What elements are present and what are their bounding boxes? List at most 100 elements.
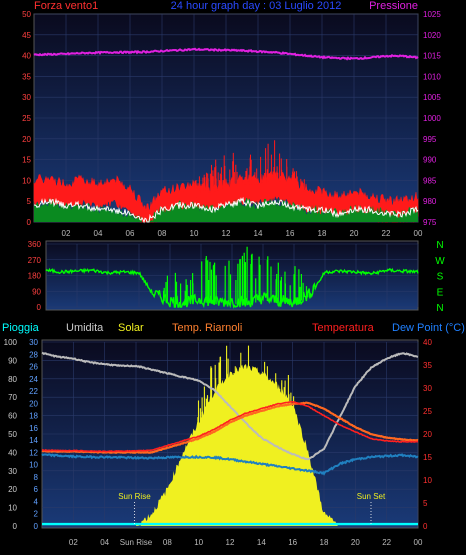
temperature-label: Temperatura	[312, 322, 375, 334]
humidity-tick-label: 90	[8, 356, 17, 365]
pressure-right-tick-label: 995	[423, 135, 437, 144]
pressure-right-tick-label: 1010	[423, 72, 441, 81]
humidity-tick-label: 50	[8, 430, 17, 439]
wind-left-tick-label: 40	[22, 52, 31, 61]
wind-left-label: Forza vento1	[34, 0, 98, 12]
wind-x-ticks: 02 04 06 08 10 12 14 16 18 20 22 00	[62, 229, 423, 238]
compass-label: N	[436, 240, 443, 251]
solar-tick-label: 26	[29, 363, 38, 372]
temperature-tick-label: 35	[423, 361, 432, 370]
temperature-line	[42, 400, 419, 453]
solar-tick-label: 2	[34, 510, 39, 519]
pressure-right-tick-label: 1015	[423, 52, 441, 61]
rain-label: Pioggia	[2, 322, 40, 334]
humidity-tick-label: 10	[8, 504, 17, 513]
wind-x-tick-label: 00	[414, 229, 423, 238]
temperature-tick-label: 5	[423, 499, 428, 508]
humidity-tick-label: 70	[8, 393, 17, 402]
heat-index-line	[41, 401, 419, 454]
wind-series	[33, 47, 419, 224]
temperature-x-tick-label: 10	[194, 538, 203, 547]
wind-left-tick-label: 50	[22, 10, 31, 19]
sun-event-label: Sun Rise	[118, 492, 151, 501]
solar-tick-label: 10	[29, 461, 38, 470]
compass-label: S	[437, 272, 444, 283]
wind-x-tick-label: 04	[94, 229, 103, 238]
wind-x-tick-label: 02	[62, 229, 71, 238]
compass-label: N	[436, 303, 443, 314]
pressure-right-tick-label: 1005	[423, 93, 441, 102]
wind-x-tick-label: 18	[318, 229, 327, 238]
temperature-tick-label: 40	[423, 338, 432, 347]
humidity-tick-label: 40	[8, 448, 17, 457]
pressure-right-tick-label: 985	[423, 176, 437, 185]
wind-x-tick-label: 12	[222, 229, 231, 238]
temperature-x-tick-label: Sun Rise	[120, 538, 153, 547]
direction-left-ticks: 360 270 180 90 0	[28, 240, 42, 312]
wind-x-tick-label: 16	[286, 229, 295, 238]
pressure-right-ticks: 1025 1020 1015 1010 1005 1000 995 990 985 980 975	[423, 10, 441, 227]
humidity-tick-label: 80	[8, 375, 17, 384]
wind-left-tick-label: 30	[22, 93, 31, 102]
solar-tick-label: 30	[29, 338, 38, 347]
temperature-x-tick-label: 22	[382, 538, 391, 547]
solar-tick-label: 8	[34, 473, 39, 482]
temperature-tick-label: 20	[423, 430, 432, 439]
temperature-x-ticks: 02 04 Sun Rise 08 10 12 14 16 18 20 22 00	[69, 538, 423, 547]
humidity-tick-label: 60	[8, 412, 17, 421]
direction-grid	[46, 243, 419, 308]
direction-line	[45, 267, 419, 309]
solar-tick-label: 4	[34, 497, 39, 506]
direction-tick-label: 360	[28, 240, 42, 249]
solar-tick-label: 28	[29, 350, 38, 359]
pressure-right-label: Pressione	[369, 0, 418, 12]
solar-tick-label: 24	[29, 375, 38, 384]
wind-left-tick-label: 0	[27, 218, 32, 227]
wind-x-tick-label: 20	[350, 229, 359, 238]
humidity-line	[41, 351, 419, 461]
wind-x-tick-label: 22	[382, 229, 391, 238]
wind-left-tick-label: 20	[22, 135, 31, 144]
temperature-x-tick-label: 08	[163, 538, 172, 547]
sun-annotations: Sun Rise Sun Set	[118, 492, 386, 526]
humidity-tick-label: 100	[4, 338, 18, 347]
wind-average-line	[33, 196, 419, 224]
dew-point-line	[41, 453, 419, 476]
heat-index-label: Temp. Riarnoli	[172, 322, 242, 334]
solar-tick-label: 0	[34, 522, 39, 531]
temperature-x-tick-label: 12	[226, 538, 235, 547]
temperature-ticks: 40 35 30 25 20 15 10 5 0	[423, 338, 432, 531]
humidity-label: Umidita	[66, 322, 104, 334]
solar-tick-label: 16	[29, 424, 38, 433]
compass-label: W	[435, 256, 445, 267]
pressure-right-tick-label: 990	[423, 156, 437, 165]
direction-tick-label: 270	[28, 256, 42, 265]
solar-tick-label: 20	[29, 399, 38, 408]
pressure-right-tick-label: 980	[423, 197, 437, 206]
compass-label: E	[437, 287, 444, 298]
temperature-tick-label: 15	[423, 453, 432, 462]
wind-left-tick-label: 25	[22, 114, 31, 123]
dew-point-label: Dew Point (°C)	[392, 322, 465, 334]
direction-series	[45, 246, 419, 309]
solar-tick-label: 12	[29, 448, 38, 457]
temperature-x-tick-label: 04	[100, 538, 109, 547]
temperature-x-tick-label: 02	[69, 538, 78, 547]
graph-title: 24 hour graph day : 03 Luglio 2012	[171, 0, 342, 12]
humidity-tick-label: 20	[8, 485, 17, 494]
temperature-x-tick-label: 16	[288, 538, 297, 547]
solar-tick-label: 18	[29, 412, 38, 421]
pressure-right-tick-label: 1020	[423, 31, 441, 40]
pressure-right-tick-label: 975	[423, 218, 437, 227]
temperature-tick-label: 10	[423, 476, 432, 485]
wind-left-tick-label: 5	[27, 197, 32, 206]
sun-event-label: Sun Set	[357, 492, 386, 501]
wind-left-tick-label: 45	[22, 31, 31, 40]
